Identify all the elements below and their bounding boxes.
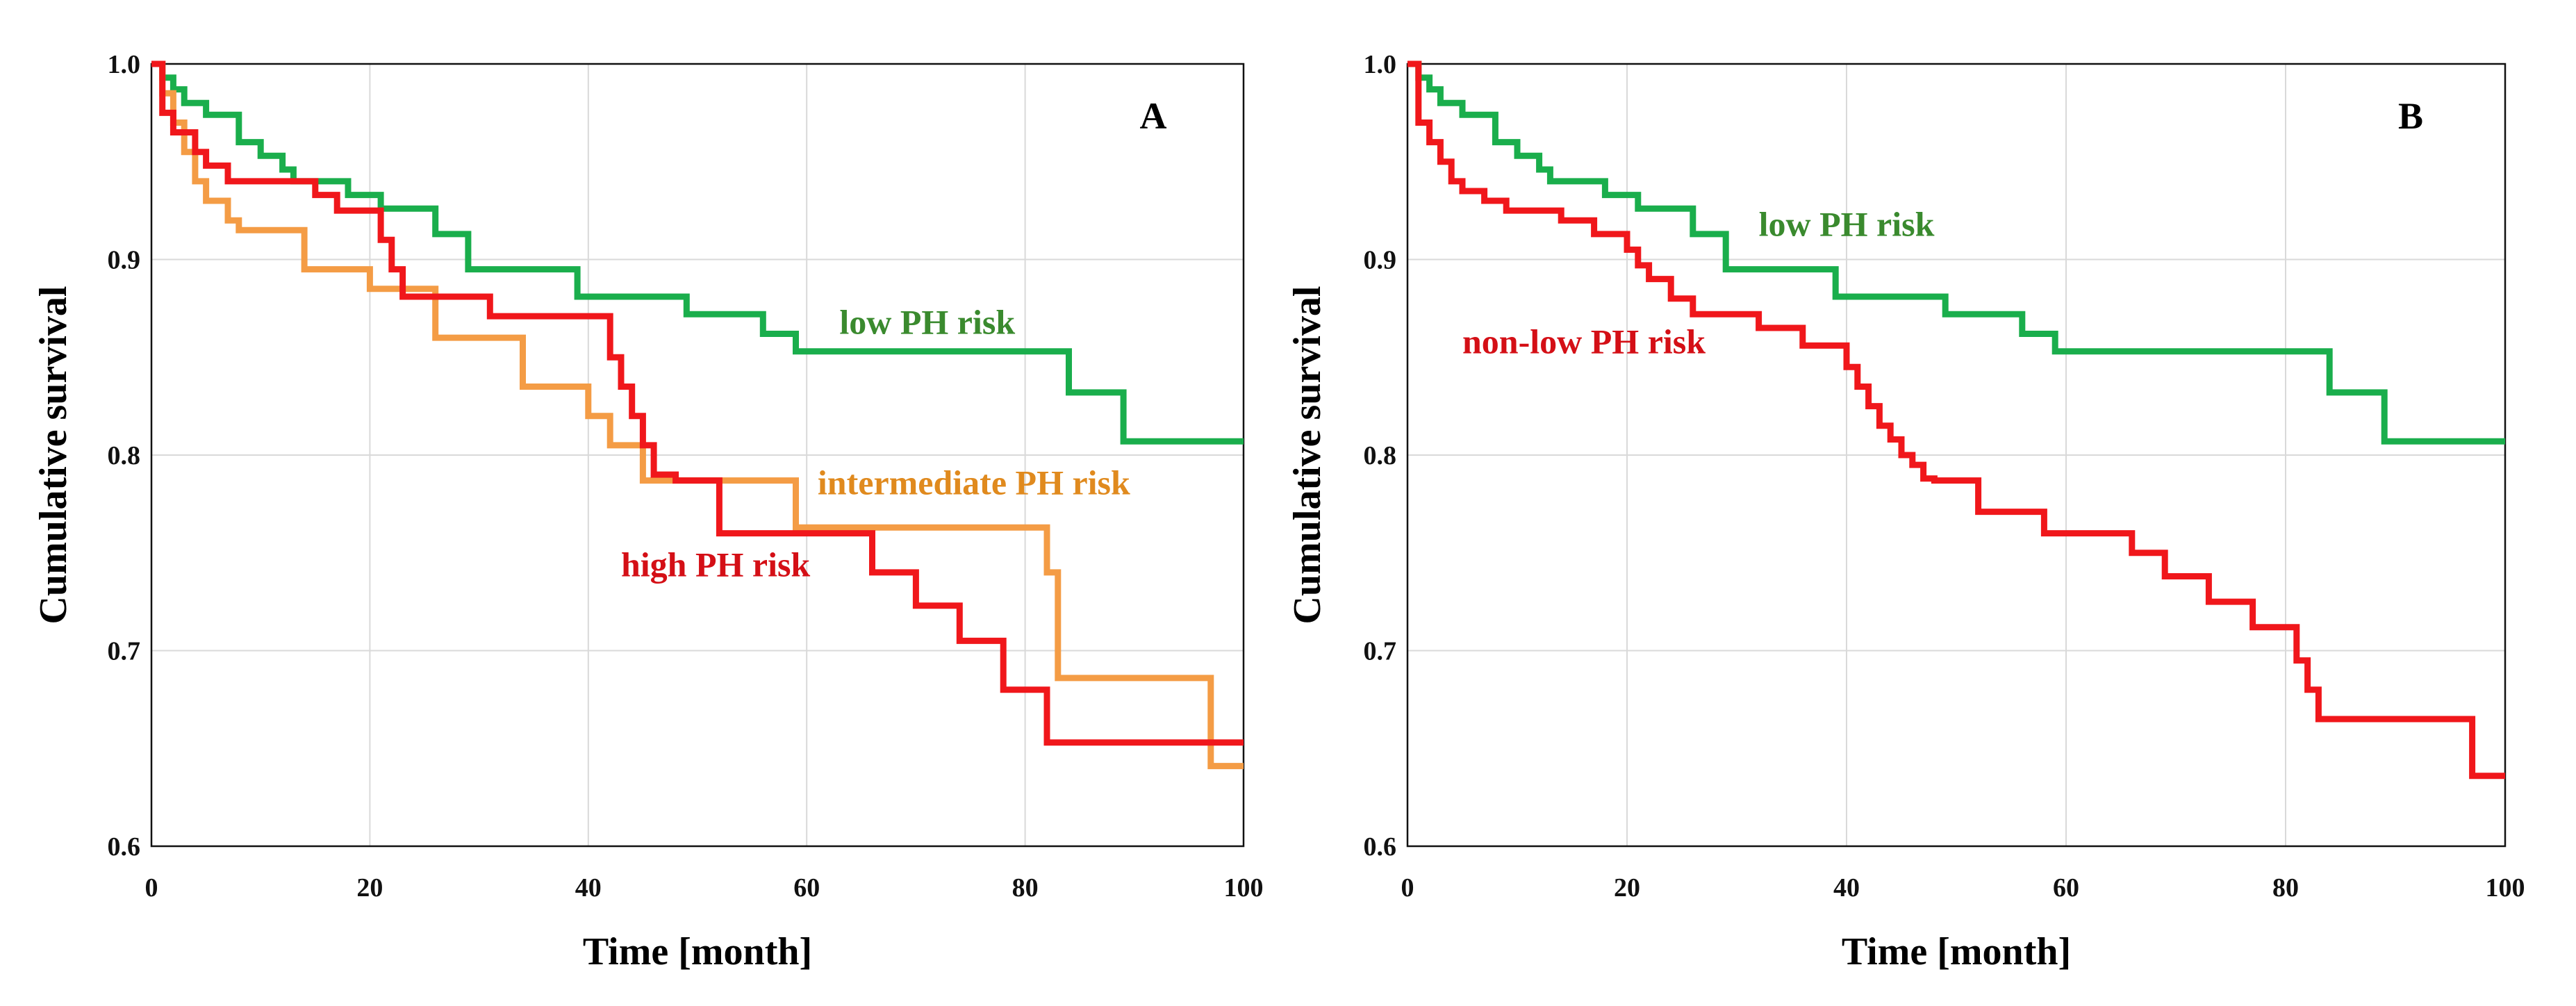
x-axis-title: Time [month] [1842, 930, 2071, 973]
x-tick-label: 80 [1012, 873, 1039, 902]
y-tick-label: 0.9 [1364, 246, 1397, 275]
x-tick-label: 100 [2486, 873, 2525, 902]
y-tick-label: 0.8 [1364, 441, 1397, 470]
series-line-low-ph-risk [151, 60, 1244, 445]
series-line-non-low-ph-risk [1407, 60, 2505, 780]
x-tick-label: 80 [2272, 873, 2299, 902]
y-tick-label: 1.0 [1364, 50, 1397, 79]
plot-frame [150, 63, 1245, 848]
x-tick-label: 20 [356, 873, 383, 902]
series-label-non-low-ph-risk: non-low PH risk [1462, 322, 1706, 361]
x-tick-label: 20 [1614, 873, 1640, 902]
x-tick-label: 40 [575, 873, 602, 902]
y-tick-label: 0.9 [108, 246, 141, 275]
x-tick-label: 0 [1401, 873, 1414, 902]
series-label-intermediate-ph-risk: intermediate PH risk [818, 463, 1130, 502]
series-label-low-ph-risk: low PH risk [839, 302, 1015, 341]
x-tick-label: 40 [1833, 873, 1860, 902]
chart-panel-b: 0 20 40 60 80 100 0.6 0.7 0.8 0.9 1.0 Time [month] C… [1286, 50, 2525, 973]
y-tick-label: 0.7 [1364, 637, 1397, 666]
x-axis-title: Time [month] [583, 930, 812, 973]
y-axis-title: Cumulative survival [32, 286, 75, 625]
panel-letter: A [1140, 95, 1167, 137]
y-axis-title: Cumulative survival [1286, 286, 1329, 625]
series-label-low-ph-risk: low PH risk [1759, 205, 1935, 244]
y-tick-label: 0.6 [108, 832, 141, 861]
y-tick-label: 0.6 [1364, 832, 1397, 861]
series-line-intermediate-ph-risk [151, 60, 1244, 770]
x-tick-label: 60 [2053, 873, 2079, 902]
y-tick-label: 0.7 [108, 637, 141, 666]
chart-panel-a: 0 20 40 60 80 100 0.6 0.7 0.8 0.9 1.0 Time [month] C… [32, 50, 1264, 973]
x-tick-label: 0 [145, 873, 158, 902]
series-line-low-ph-risk [1407, 60, 2505, 445]
y-tick-label: 1.0 [108, 50, 141, 79]
plot-frame [1406, 63, 2507, 848]
x-tick-label: 60 [793, 873, 820, 902]
y-tick-label: 0.8 [108, 441, 141, 470]
panel-letter: B [2398, 95, 2423, 137]
series-line-high-ph-risk [151, 60, 1244, 746]
x-tick-label: 100 [1224, 873, 1264, 902]
series-label-high-ph-risk: high PH risk [621, 545, 810, 584]
